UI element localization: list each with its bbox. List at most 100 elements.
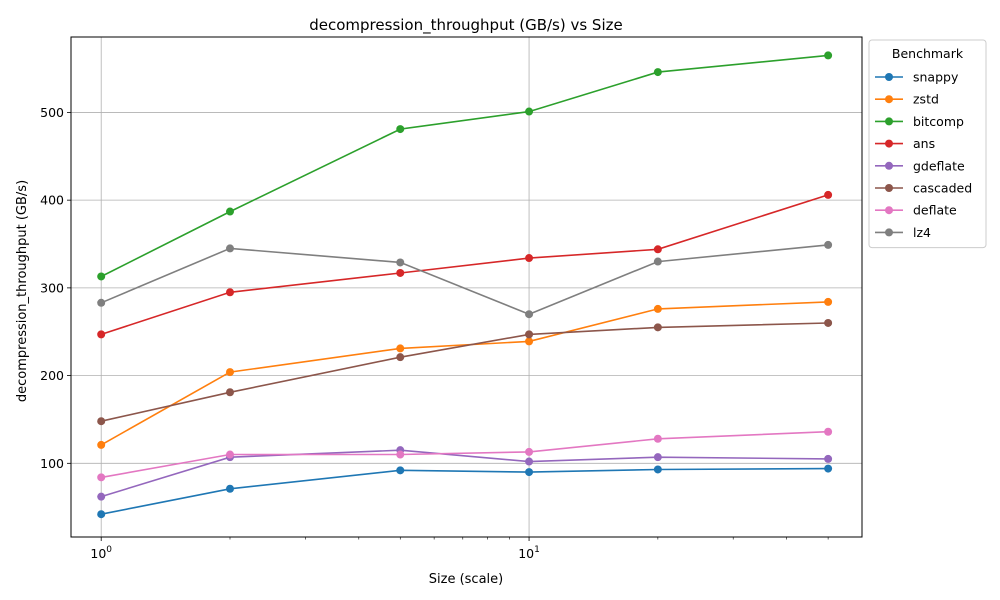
data-point: [396, 344, 405, 353]
data-point: [824, 464, 833, 473]
series-line: [100, 301, 829, 446]
grid: [71, 37, 862, 537]
legend-label: bitcomp: [913, 114, 964, 129]
series-zstd: [97, 297, 833, 449]
data-point: [97, 473, 106, 482]
data-point: [824, 240, 833, 249]
series-cascaded: [97, 318, 833, 426]
series-ans: [97, 190, 833, 339]
data-point: [396, 353, 405, 362]
legend-swatch-marker: [885, 139, 893, 148]
series-bitcomp: [97, 51, 833, 281]
data-point: [824, 318, 833, 327]
data-point: [396, 258, 405, 267]
data-point: [824, 190, 833, 199]
series-line: [100, 449, 829, 498]
legend-swatch-marker: [885, 184, 893, 192]
data-point: [225, 368, 234, 377]
legend-item: deflate: [875, 203, 957, 218]
data-point: [97, 510, 106, 519]
data-point: [525, 457, 534, 466]
legend-label: gdeflate: [913, 158, 965, 173]
legend-label: cascaded: [913, 181, 972, 196]
data-point: [653, 323, 662, 332]
data-point: [97, 330, 106, 339]
y-axis-label: decompression_throughput (GB/s): [15, 180, 30, 402]
data-point: [525, 254, 534, 263]
data-point: [824, 454, 833, 463]
legend-swatch-marker: [885, 161, 893, 170]
data-point: [653, 257, 662, 266]
data-point: [97, 417, 106, 426]
legend-swatch-marker: [885, 73, 893, 81]
legend-label: lz4: [913, 225, 931, 240]
data-point: [653, 434, 662, 443]
legend-label: deflate: [913, 203, 957, 218]
legend-item: zstd: [875, 92, 939, 107]
data-point: [653, 245, 662, 254]
data-point: [225, 288, 234, 297]
legend-title: Benchmark: [892, 46, 964, 61]
y-tick-label: 200: [40, 368, 64, 383]
y-tick-label: 400: [40, 193, 64, 208]
data-point: [653, 453, 662, 462]
series-layer: [97, 51, 833, 519]
data-point: [97, 298, 106, 307]
legend-item: bitcomp: [875, 114, 964, 129]
data-point: [97, 272, 106, 281]
data-point: [653, 304, 662, 313]
legend-swatch-marker: [885, 117, 893, 126]
y-tick-label: 100: [40, 456, 64, 471]
data-point: [225, 450, 234, 459]
series-deflate: [97, 427, 833, 482]
y-tick-label: 300: [40, 280, 64, 295]
series-line: [101, 322, 829, 422]
legend-swatch-marker: [885, 206, 893, 215]
series-snappy: [97, 464, 833, 519]
legend-box: [868, 39, 987, 249]
chart-title: decompression_throughput (GB/s) vs Size: [309, 16, 622, 35]
series-line: [100, 194, 829, 336]
data-point: [225, 244, 234, 253]
series-gdeflate: [97, 446, 833, 501]
data-point: [525, 337, 534, 346]
data-point: [525, 330, 534, 339]
legend-label: snappy: [913, 70, 959, 85]
data-point: [824, 51, 833, 60]
data-point: [97, 492, 106, 501]
data-point: [396, 466, 405, 475]
legend-item: ans: [875, 136, 935, 151]
data-point: [525, 107, 534, 116]
legend-label: ans: [913, 136, 935, 151]
data-point: [225, 388, 234, 397]
data-point: [396, 268, 405, 277]
legend: Benchmark snappy zstd bitcomp ans gdeflate cas…: [868, 39, 987, 249]
data-point: [653, 465, 662, 474]
data-point: [525, 447, 534, 456]
series-lz4: [97, 240, 833, 319]
legend-item: lz4: [875, 225, 931, 240]
data-point: [824, 297, 833, 306]
data-point: [97, 440, 106, 449]
data-point: [225, 484, 234, 493]
legend-item: cascaded: [875, 181, 972, 196]
data-point: [225, 207, 234, 216]
legend-label: zstd: [913, 92, 939, 107]
data-point: [396, 450, 405, 459]
data-point: [824, 427, 833, 436]
legend-swatch-marker: [885, 95, 893, 104]
data-point: [396, 125, 405, 134]
legend-item: snappy: [875, 70, 959, 85]
series-line: [101, 430, 829, 479]
legend-swatch-marker: [885, 228, 893, 237]
series-line: [100, 54, 829, 278]
x-tick-label: 101: [518, 545, 540, 561]
data-point: [525, 468, 534, 477]
series-line: [101, 467, 829, 515]
legend-item: gdeflate: [875, 158, 965, 173]
y-tick-label: 500: [40, 105, 64, 120]
data-point: [525, 310, 534, 319]
axes: 100 200 300 400 500 100 101: [40, 105, 829, 561]
